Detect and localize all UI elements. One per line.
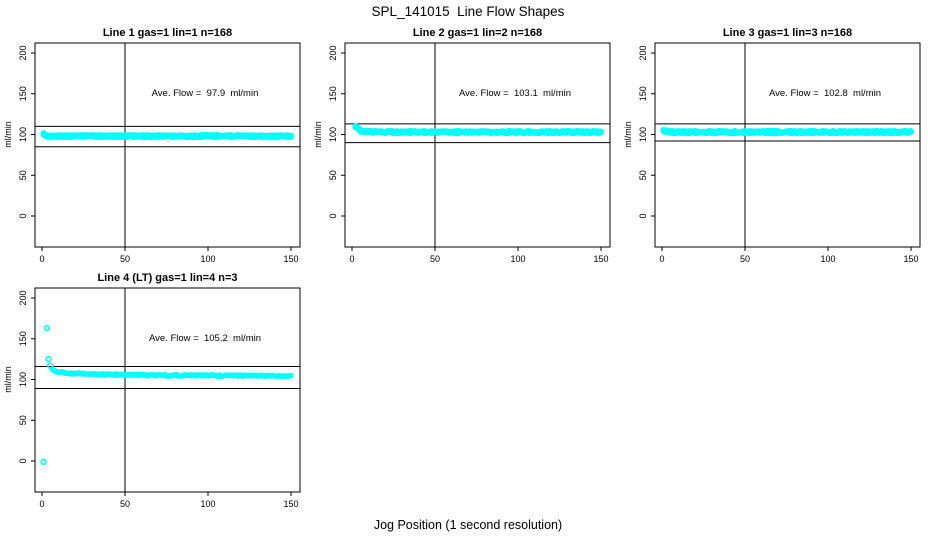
x-tick-label: 50 [120, 254, 130, 264]
y-tick-label: 200 [18, 290, 28, 305]
ave-flow-annotation: Ave. Flow = 103.1 ml/min [459, 88, 571, 99]
flow-scatter-series [40, 130, 294, 141]
y-tick-label: 150 [18, 86, 28, 101]
x-tick-label: 100 [200, 499, 215, 509]
flow-scatter-series [352, 123, 604, 137]
x-tick-label: 0 [39, 499, 44, 509]
outlier-point [45, 355, 52, 363]
y-tick-label: 50 [18, 415, 28, 425]
x-tick-label: 150 [593, 254, 608, 264]
panel-title: Line 3 gas=1 lin=3 n=168 [723, 27, 852, 39]
y-axis-title: ml/min [623, 121, 633, 148]
plot-frame [34, 42, 301, 248]
x-tick-label: 50 [740, 254, 750, 264]
panel-4-plot: Line 4 (LT) gas=1 lin=4 n=3 0 50 100 150 200 0… [3, 272, 301, 509]
y-tick-label: 100 [18, 127, 28, 142]
x-tick-label: 50 [120, 499, 130, 509]
flow-scatter-series [660, 126, 914, 137]
x-tick-label: 100 [200, 254, 215, 264]
y-tick-label: 200 [638, 45, 648, 60]
panel-3-plot: Line 3 gas=1 lin=3 n=168 0 50 100 150 200 0 50 1… [623, 27, 921, 264]
y-axis-title: ml/min [3, 366, 13, 393]
x-tick-label: 100 [510, 254, 525, 264]
ave-flow-annotation: Ave. Flow = 102.8 ml/min [769, 88, 881, 99]
main-title: SPL_141015 Line Flow Shapes [371, 4, 565, 19]
ave-flow-annotation: Ave. Flow = 105.2 ml/min [149, 333, 261, 344]
y-tick-label: 0 [18, 458, 28, 463]
plot-frame [654, 42, 921, 248]
y-tick-label: 50 [638, 170, 648, 180]
outlier-point [47, 362, 54, 369]
x-tick-label: 0 [39, 254, 44, 264]
y-tick-label: 0 [328, 213, 338, 218]
y-tick-label: 100 [328, 127, 338, 142]
x-tick-label: 150 [283, 254, 298, 264]
flow-scatter-series [49, 366, 294, 380]
outlier-point [43, 324, 51, 332]
x-tick-label: 150 [283, 499, 298, 509]
x-tick-label: 50 [430, 254, 440, 264]
y-tick-label: 200 [18, 45, 28, 60]
y-axis-title: ml/min [313, 121, 323, 148]
y-axis-title: ml/min [3, 121, 13, 148]
ave-flow-annotation: Ave. Flow = 97.9 ml/min [152, 88, 259, 99]
plot-frame [34, 287, 301, 493]
y-tick-label: 50 [18, 170, 28, 180]
y-tick-label: 0 [18, 213, 28, 218]
x-tick-label: 100 [820, 254, 835, 264]
panel-title: Line 1 gas=1 lin=1 n=168 [103, 27, 232, 39]
panel-title: Line 4 (LT) gas=1 lin=4 n=3 [97, 272, 237, 284]
y-tick-label: 100 [18, 372, 28, 387]
y-tick-label: 50 [328, 170, 338, 180]
x-tick-label: 0 [659, 254, 664, 264]
outlier-point [40, 458, 47, 466]
y-tick-label: 0 [638, 213, 648, 218]
y-tick-label: 100 [638, 127, 648, 142]
y-tick-label: 150 [638, 86, 648, 101]
x-tick-label: 0 [349, 254, 354, 264]
y-tick-label: 200 [328, 45, 338, 60]
y-tick-label: 150 [18, 331, 28, 346]
plot-frame [344, 42, 611, 248]
panel-title: Line 2 gas=1 lin=2 n=168 [413, 27, 542, 39]
x-tick-label: 150 [903, 254, 918, 264]
panel-1-plot: Line 1 gas=1 lin=1 n=168 0 50 100 150 200 0 50 1… [3, 27, 301, 264]
x-axis-label: Jog Position (1 second resolution) [373, 518, 563, 532]
y-tick-label: 150 [328, 86, 338, 101]
panel-2-plot: Line 2 gas=1 lin=2 n=168 0 50 100 150 200 0 50 1… [313, 27, 611, 264]
